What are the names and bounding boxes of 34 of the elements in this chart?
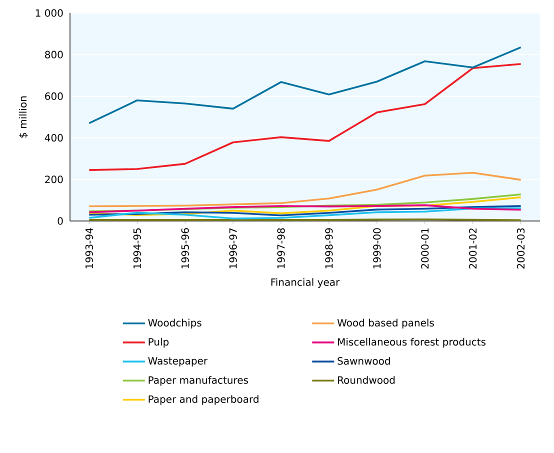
x-tick-label: 1994-95 (133, 228, 141, 268)
y-tick-label: 400 (44, 134, 63, 142)
legend-label: Roundwood (338, 376, 395, 384)
y-tick-label: 800 (45, 50, 63, 58)
y-tick-label: 200 (45, 176, 63, 184)
y-tick-label: 1 000 (36, 9, 63, 17)
x-tick-label: 1999-00 (373, 228, 381, 268)
line-series (88, 205, 522, 216)
line-series (88, 63, 522, 171)
line-series (88, 193, 522, 212)
y-tick-label: 600 (45, 92, 63, 100)
legend-label: Paper and paperboard (148, 395, 258, 405)
x-tick-label: 1995-96 (181, 228, 189, 268)
line-series (88, 46, 522, 124)
x-tick-label: 1998-99 (325, 228, 333, 268)
x-tick-label: 2000-01 (421, 228, 429, 269)
x-tick-label: 1993-94 (85, 228, 93, 268)
line-series (88, 207, 522, 220)
line-series (88, 172, 522, 208)
x-tick-label: 2001-02 (469, 228, 477, 269)
x-tick-label: 2002-03 (517, 228, 525, 269)
legend-label: Wastepaper (148, 357, 208, 367)
legend-label: Pulp (148, 338, 169, 348)
legend-label: Wood based panels (337, 318, 434, 328)
legend-label: Paper manufactures (148, 376, 248, 386)
line-series (88, 204, 522, 214)
x-tick-label: 1996-97 (229, 228, 237, 268)
x-axis-title: Financial year (271, 278, 340, 288)
legend-label: Woodchips (148, 318, 202, 328)
x-tick-label: 1997-98 (277, 228, 285, 268)
y-tick-label: 0 (58, 217, 63, 225)
y-axis-title: $ million (18, 96, 28, 138)
legend-label: Sawnwood (338, 356, 390, 365)
legend-label: Miscellaneous forest products (338, 338, 486, 348)
